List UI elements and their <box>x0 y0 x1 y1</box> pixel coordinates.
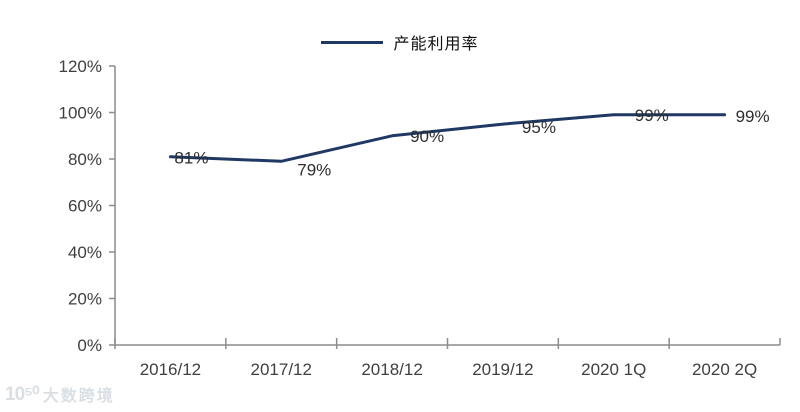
y-tick-label: 40% <box>68 243 102 262</box>
y-tick-label: 0% <box>77 336 102 355</box>
y-tick-label: 20% <box>68 290 102 309</box>
y-tick-label: 80% <box>68 150 102 169</box>
x-category-label: 2018/12 <box>361 360 422 379</box>
data-point-label: 79% <box>297 160 331 179</box>
x-category-label: 2016/12 <box>140 360 201 379</box>
data-point-label: 99% <box>736 107 770 126</box>
watermark: 10⁵⁰ 大数跨境 <box>5 382 115 406</box>
x-category-label: 2020 2Q <box>692 360 757 379</box>
x-category-label: 2017/12 <box>251 360 312 379</box>
legend-series-label: 产能利用率 <box>393 36 479 53</box>
y-tick-label: 100% <box>59 104 102 123</box>
data-point-label: 95% <box>522 118 556 137</box>
y-tick-label: 120% <box>59 57 102 76</box>
data-point-label: 99% <box>635 106 669 125</box>
data-point-label: 90% <box>410 127 444 146</box>
x-category-label: 2020 1Q <box>581 360 646 379</box>
legend-line-swatch <box>321 40 384 44</box>
chart-legend: 产能利用率 <box>0 30 800 54</box>
series-line-capacity-utilization <box>168 113 727 163</box>
watermark-brand-text: 大数跨境 <box>42 388 115 405</box>
data-point-label: 81% <box>174 149 208 168</box>
x-category-label: 2019/12 <box>472 360 533 379</box>
y-tick-label: 60% <box>68 197 102 216</box>
watermark-logo-icon: 10⁵⁰ <box>5 383 40 405</box>
